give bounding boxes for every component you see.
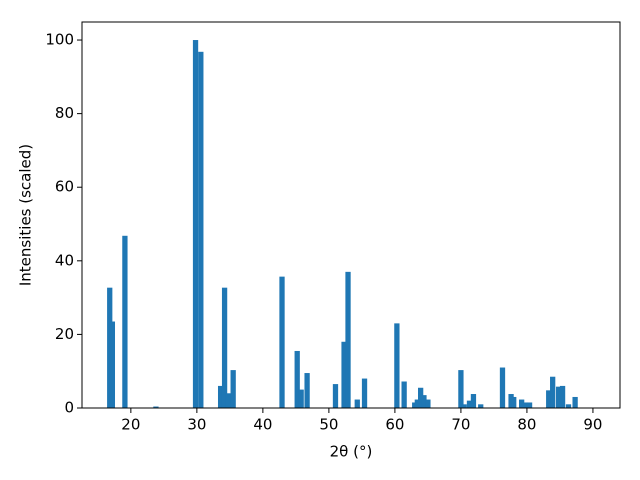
bar xyxy=(458,370,464,408)
bar xyxy=(401,381,407,408)
bar xyxy=(418,387,424,408)
y-tick-label: 40 xyxy=(55,251,74,269)
x-tick-label: 50 xyxy=(319,416,338,434)
bar xyxy=(394,323,400,408)
bar xyxy=(230,370,236,408)
bar xyxy=(421,395,427,408)
x-tick-label: 60 xyxy=(385,416,404,434)
x-tick-label: 30 xyxy=(187,416,206,434)
x-tick-label: 70 xyxy=(451,416,470,434)
bar xyxy=(109,321,116,408)
bar xyxy=(354,399,360,408)
bar xyxy=(565,404,572,408)
bar xyxy=(522,402,529,408)
y-tick-label: 100 xyxy=(45,31,74,49)
bar xyxy=(470,394,477,408)
bar xyxy=(425,399,431,408)
bar xyxy=(499,367,506,408)
y-tick-label: 20 xyxy=(55,325,74,343)
plot-frame xyxy=(81,21,621,409)
bar xyxy=(559,385,566,408)
bar xyxy=(225,393,232,408)
bar xyxy=(555,386,562,408)
bar xyxy=(461,404,467,408)
bar xyxy=(221,287,228,408)
y-tick-label: 60 xyxy=(55,178,74,196)
y-tick-label: 80 xyxy=(55,104,74,122)
bar xyxy=(192,40,199,408)
bar xyxy=(298,389,304,408)
x-tick-label: 80 xyxy=(517,416,536,434)
bar xyxy=(153,406,159,408)
bar xyxy=(550,376,556,408)
bar xyxy=(519,399,525,408)
bar xyxy=(361,378,368,408)
x-axis-label: 2θ (°) xyxy=(330,443,373,461)
bar xyxy=(466,400,473,408)
bar xyxy=(294,350,300,408)
bar xyxy=(414,399,420,408)
bar xyxy=(279,276,285,408)
y-axis-label: Intensities (scaled) xyxy=(17,144,35,286)
bar xyxy=(345,271,351,408)
bar xyxy=(526,402,533,408)
bar xyxy=(478,404,484,408)
bar xyxy=(511,396,517,408)
bar xyxy=(217,385,224,408)
x-tick-label: 40 xyxy=(253,416,272,434)
bar xyxy=(122,235,128,408)
x-tick-label: 20 xyxy=(121,416,140,434)
bar xyxy=(546,390,552,408)
x-tick-label: 90 xyxy=(583,416,602,434)
bar xyxy=(572,396,578,408)
bar xyxy=(198,51,204,408)
y-tick-label: 0 xyxy=(64,399,74,417)
bar xyxy=(341,341,347,408)
bar xyxy=(332,384,339,408)
bar xyxy=(304,373,310,408)
